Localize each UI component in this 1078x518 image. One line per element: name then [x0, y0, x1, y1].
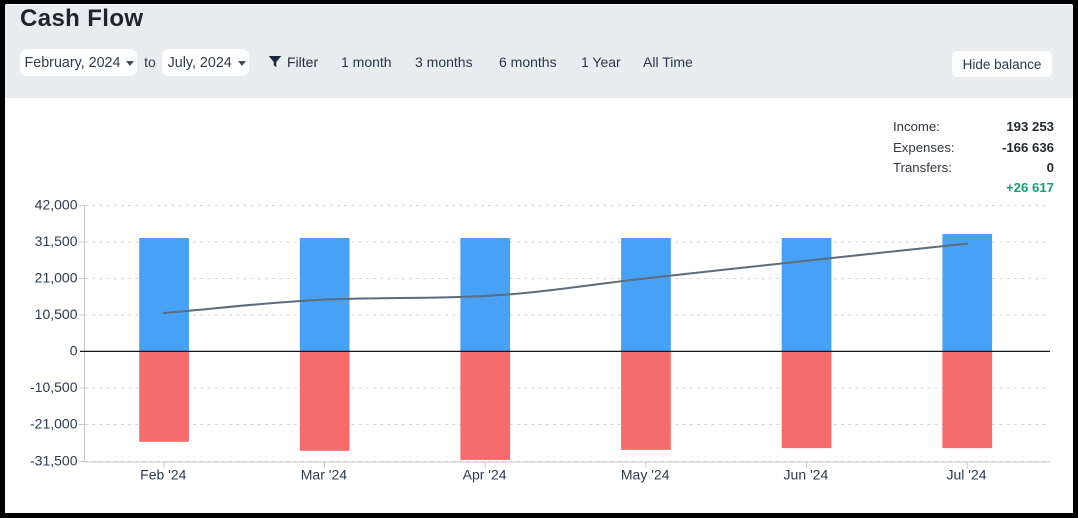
svg-text:Mar '24: Mar '24 — [301, 467, 347, 483]
svg-text:-21,000: -21,000 — [30, 415, 78, 431]
svg-text:-31,500: -31,500 — [30, 452, 78, 468]
svg-text:Jun '24: Jun '24 — [784, 467, 829, 483]
svg-text:Apr '24: Apr '24 — [463, 467, 507, 483]
svg-text:10,500: 10,500 — [35, 306, 78, 322]
svg-text:-10,500: -10,500 — [30, 379, 78, 395]
svg-text:Jul '24: Jul '24 — [946, 467, 986, 483]
svg-text:Feb '24: Feb '24 — [140, 467, 186, 483]
svg-text:42,000: 42,000 — [35, 196, 78, 212]
svg-text:21,000: 21,000 — [35, 269, 78, 285]
svg-text:May '24: May '24 — [621, 467, 670, 483]
svg-text:31,500: 31,500 — [35, 233, 78, 249]
svg-text:0: 0 — [70, 342, 78, 358]
